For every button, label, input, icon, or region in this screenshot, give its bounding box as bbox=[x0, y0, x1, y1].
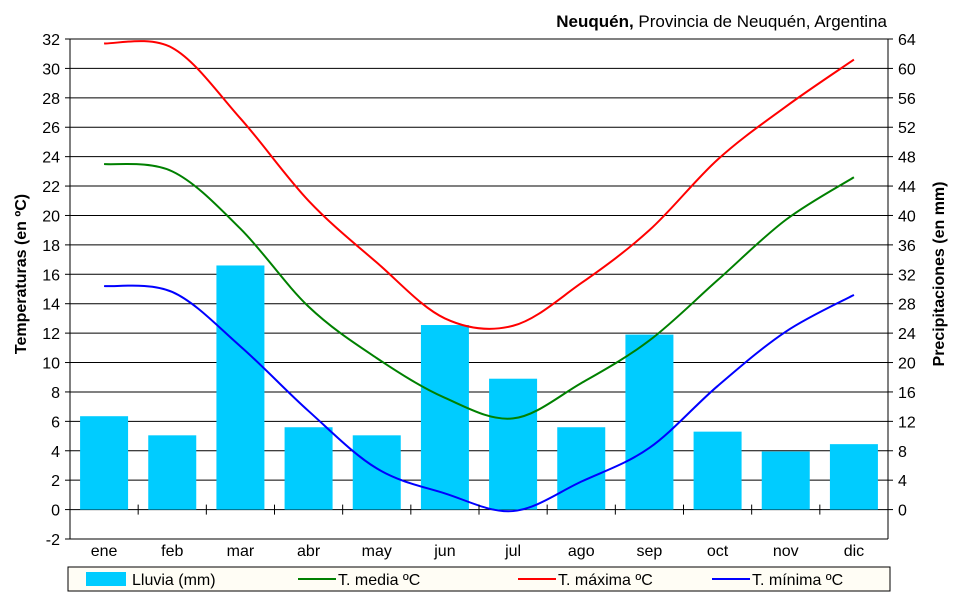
legend-label: Lluvia (mm) bbox=[132, 572, 216, 589]
series-line-T. mínima ºC bbox=[103, 284, 855, 513]
bar-dic bbox=[829, 444, 878, 510]
series-line-T. máxima ºC bbox=[104, 40, 855, 330]
bar-nov bbox=[761, 451, 810, 510]
left-tick-label: 28 bbox=[42, 91, 60, 108]
bar-may bbox=[352, 435, 401, 510]
bar-abr bbox=[284, 427, 333, 510]
left-tick-label: 2 bbox=[51, 473, 60, 490]
x-tick-label: oct bbox=[707, 543, 729, 560]
x-tick-label: nov bbox=[773, 543, 799, 560]
left-tick-label: 4 bbox=[51, 444, 60, 461]
bar-feb bbox=[148, 435, 197, 510]
right-tick-label: 8 bbox=[898, 444, 907, 461]
x-tick-label: sep bbox=[637, 543, 663, 560]
title-region: Provincia de Neuquén, Argentina bbox=[634, 12, 888, 31]
left-tick-label: 18 bbox=[42, 238, 60, 255]
right-tick-label: 28 bbox=[898, 297, 916, 314]
legend-label: T. mínima ºC bbox=[752, 572, 843, 589]
x-tick-label: ene bbox=[91, 543, 118, 560]
bar-mar bbox=[216, 265, 265, 510]
right-tick-label: 48 bbox=[898, 150, 916, 167]
left-tick-label: 22 bbox=[42, 179, 60, 196]
x-tick-label: may bbox=[362, 543, 392, 560]
legend-label: T. máxima ºC bbox=[558, 572, 653, 589]
right-tick-label: 20 bbox=[898, 356, 916, 373]
right-tick-label: 64 bbox=[898, 32, 916, 49]
right-tick-label: 44 bbox=[898, 179, 916, 196]
bar-ene bbox=[80, 416, 129, 510]
bar-ago bbox=[557, 427, 606, 510]
left-tick-label: 30 bbox=[42, 61, 60, 78]
x-tick-label: mar bbox=[227, 543, 255, 560]
title-city: Neuquén, bbox=[556, 12, 633, 31]
bar-jul bbox=[489, 378, 538, 510]
legend-swatch-bars bbox=[86, 572, 126, 586]
x-tick-label: dic bbox=[844, 543, 864, 560]
legend-label: T. media ºC bbox=[338, 572, 420, 589]
right-tick-label: 0 bbox=[898, 503, 907, 520]
right-tick-label: 4 bbox=[898, 473, 907, 490]
chart-title: Neuquén, Provincia de Neuquén, Argentina bbox=[556, 12, 887, 31]
x-tick-label: jul bbox=[504, 543, 521, 560]
x-tick-label: abr bbox=[297, 543, 321, 560]
right-tick-label: 12 bbox=[898, 414, 916, 431]
left-tick-label: 8 bbox=[51, 385, 60, 402]
right-tick-label: 32 bbox=[898, 267, 916, 284]
left-tick-label: 6 bbox=[51, 414, 60, 431]
right-tick-label: 52 bbox=[898, 120, 916, 137]
right-tick-label: 16 bbox=[898, 385, 916, 402]
left-tick-label: 14 bbox=[42, 297, 60, 314]
x-tick-label: ago bbox=[568, 543, 595, 560]
legend-box bbox=[67, 566, 891, 592]
left-tick-label: 16 bbox=[42, 267, 60, 284]
series-line-T. media ºC bbox=[103, 163, 855, 420]
x-tick-label: feb bbox=[161, 543, 183, 560]
right-tick-label: 24 bbox=[898, 326, 916, 343]
left-tick-label: 20 bbox=[42, 208, 60, 225]
y-axis-left-label: Temperaturas (en ºC) bbox=[13, 194, 30, 354]
left-tick-label: 26 bbox=[42, 120, 60, 137]
right-tick-label: 40 bbox=[898, 208, 916, 225]
y-axis-right-label: Precipitaciones (en mm) bbox=[931, 182, 948, 367]
left-tick-label: 10 bbox=[42, 356, 60, 373]
bar-jun bbox=[420, 325, 469, 510]
x-tick-label: jun bbox=[433, 543, 455, 560]
bar-oct bbox=[693, 431, 742, 510]
left-tick-label: 32 bbox=[42, 32, 60, 49]
right-tick-label: 60 bbox=[898, 61, 916, 78]
right-tick-label: 36 bbox=[898, 238, 916, 255]
left-tick-label: 0 bbox=[51, 503, 60, 520]
bar-sep bbox=[625, 334, 674, 510]
left-tick-label: 24 bbox=[42, 150, 60, 167]
left-tick-label: -2 bbox=[46, 532, 60, 549]
right-tick-label: 56 bbox=[898, 91, 916, 108]
left-tick-label: 12 bbox=[42, 326, 60, 343]
